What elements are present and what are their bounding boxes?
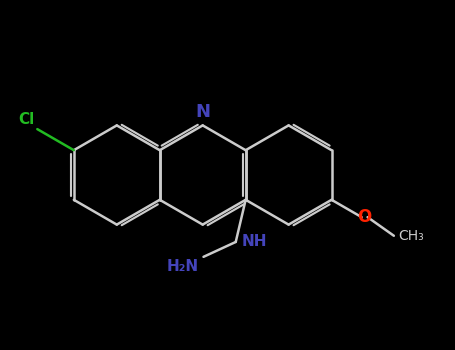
Text: O: O (357, 208, 371, 226)
Text: CH₃: CH₃ (398, 229, 424, 243)
Text: NH: NH (242, 234, 267, 250)
Text: H₂N: H₂N (167, 259, 198, 274)
Text: N: N (195, 104, 210, 121)
Text: Cl: Cl (19, 112, 35, 127)
